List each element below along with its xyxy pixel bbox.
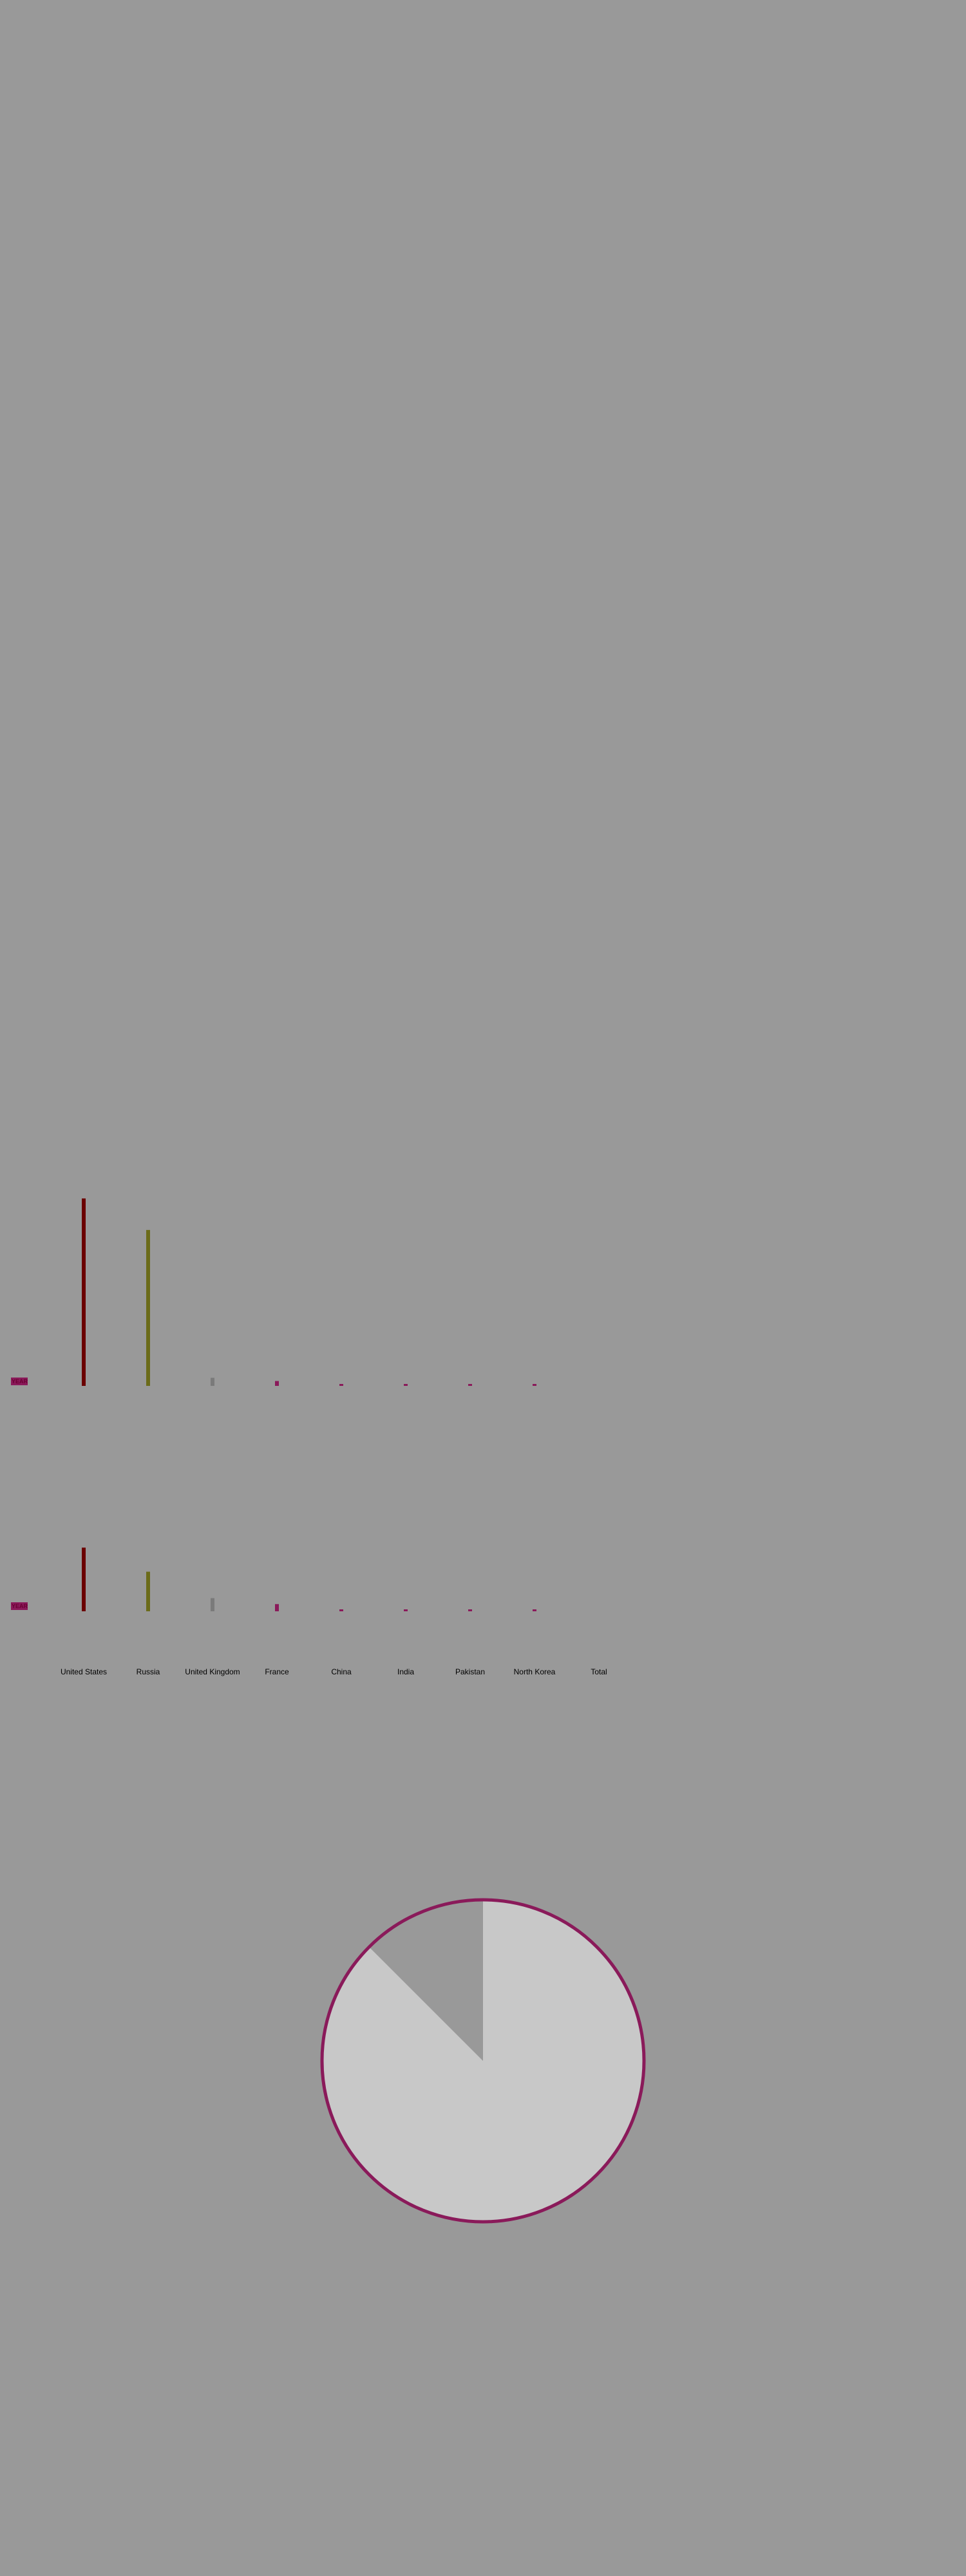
- pie-chart: [320, 1898, 646, 2224]
- legend-label: YEAR: [12, 1378, 28, 1385]
- category-label: United States: [61, 1667, 107, 1676]
- bar-united-kingdom: [211, 1378, 214, 1386]
- category-label: United Kingdom: [185, 1667, 240, 1676]
- bar-pakistan: [468, 1609, 472, 1611]
- bar-russia: [146, 1571, 150, 1611]
- bar-france: [275, 1381, 279, 1386]
- bar-united-states: [82, 1548, 86, 1611]
- bar-china: [339, 1384, 343, 1386]
- category-label: Russia: [137, 1667, 160, 1676]
- legend-swatch: [11, 1602, 28, 1610]
- category-label: Total: [591, 1667, 607, 1676]
- bar-north-korea: [533, 1384, 536, 1386]
- legend-label: YEAR: [12, 1603, 28, 1609]
- pie-slice: [369, 1900, 483, 2061]
- bar-china: [339, 1609, 343, 1611]
- bar-united-kingdom: [211, 1598, 214, 1611]
- category-axis-labels: United States Russia United Kingdom France C…: [61, 1667, 607, 1676]
- bar-pakistan: [468, 1384, 472, 1386]
- bar-north-korea: [533, 1609, 536, 1611]
- bar-india: [404, 1609, 408, 1611]
- pie-slice: [322, 1900, 645, 2222]
- bar-united-states: [82, 1198, 86, 1386]
- legend-swatch: [11, 1378, 28, 1385]
- category-label: France: [265, 1667, 289, 1676]
- category-label: China: [331, 1667, 352, 1676]
- bar-russia: [146, 1229, 150, 1386]
- bar-chart-top: YEAR: [11, 1198, 536, 1386]
- category-label: North Korea: [514, 1667, 556, 1676]
- bar-india: [404, 1384, 408, 1386]
- bar-chart-bottom: YEAR: [11, 1548, 536, 1611]
- category-label: Pakistan: [455, 1667, 485, 1676]
- pie-outline: [320, 1898, 646, 2224]
- bar-france: [275, 1604, 279, 1611]
- category-label: India: [397, 1667, 414, 1676]
